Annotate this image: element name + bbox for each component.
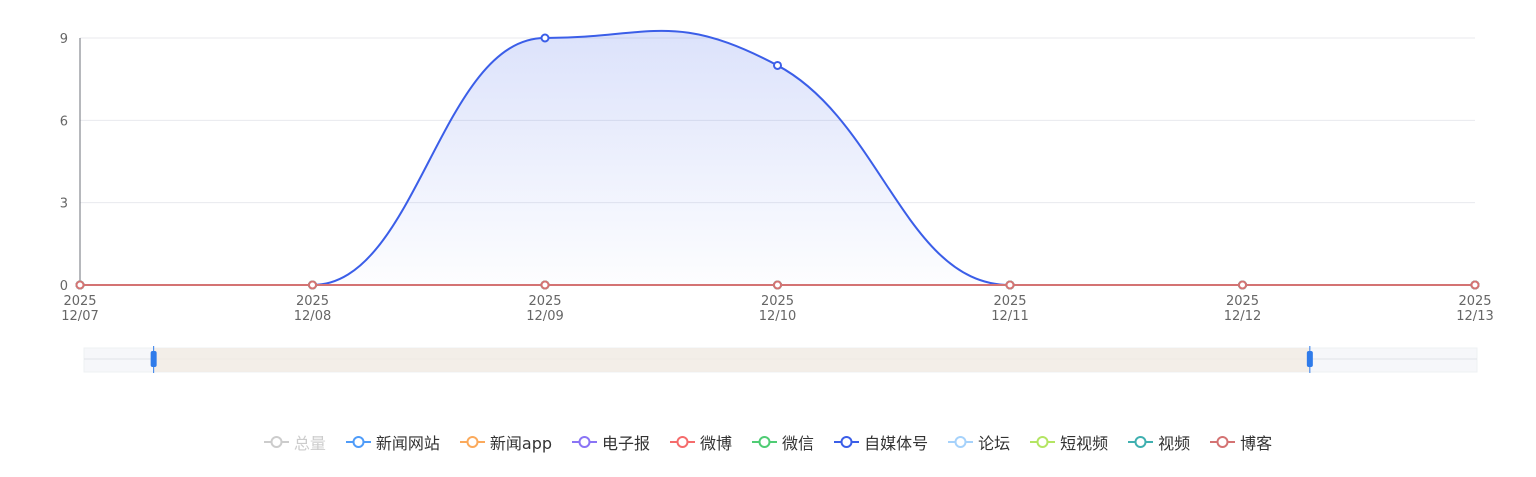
x-tick-date: 12/12: [1224, 309, 1261, 324]
legend-item[interactable]: 新闻网站: [345, 430, 440, 454]
legend-item[interactable]: 短视频: [1030, 430, 1108, 454]
data-point: [773, 280, 782, 290]
x-tick-year: 2025: [1458, 294, 1491, 309]
data-point: [1470, 280, 1480, 290]
legend-label: 博客: [1240, 434, 1273, 453]
legend: 总量 新闻网站 新闻app 电子报 微博 微信 自媒体号 论坛 短视频 视频 博客: [0, 430, 1536, 454]
legend-item[interactable]: 微博: [670, 430, 732, 454]
data-point: [75, 280, 85, 290]
x-tick-date: 12/10: [759, 309, 796, 324]
legend-item[interactable]: 视频: [1128, 430, 1190, 454]
legend-item[interactable]: 微信: [752, 430, 814, 454]
datazoom-handle[interactable]: [1306, 346, 1313, 373]
x-tick-date: 12/13: [1456, 309, 1493, 324]
legend-item[interactable]: 博客: [1210, 430, 1272, 454]
y-tick-label: 6: [60, 114, 68, 129]
data-point: [773, 60, 782, 70]
data-point: [308, 280, 317, 290]
x-tick-year: 2025: [993, 294, 1026, 309]
legend-item[interactable]: 电子报: [572, 430, 650, 454]
legend-label: 新闻app: [489, 434, 553, 453]
legend-label: 微博: [700, 434, 733, 453]
data-point: [540, 280, 550, 290]
line-chart: 0369202512/07202512/08202512/09202512/10…: [60, 29, 1494, 373]
x-tick-date: 12/09: [526, 309, 563, 324]
legend-item[interactable]: 论坛: [948, 430, 1010, 454]
legend-label: 论坛: [978, 434, 1011, 453]
legend-line-circle-icon: [572, 436, 598, 448]
legend-label: 短视频: [1060, 434, 1109, 453]
legend-line-circle-icon: [948, 436, 974, 448]
legend-line-circle-icon: [459, 436, 485, 448]
legend-label: 新闻网站: [375, 434, 440, 453]
legend-line-circle-icon: [1030, 436, 1056, 448]
x-tick-date: 12/07: [61, 309, 98, 324]
x-tick-year: 2025: [63, 294, 96, 309]
legend-line-circle-icon: [670, 436, 696, 448]
datazoom-selected-range[interactable]: [153, 348, 1310, 372]
legend-line-circle-icon: [1210, 436, 1236, 448]
data-point: [1005, 280, 1015, 290]
x-tick-year: 2025: [528, 294, 561, 309]
legend-label: 总量: [293, 434, 326, 453]
legend-item[interactable]: 自媒体号: [834, 430, 928, 454]
x-tick-year: 2025: [1226, 294, 1259, 309]
datazoom-handle[interactable]: [150, 346, 157, 373]
series-area: [80, 30, 1475, 286]
legend-line-circle-icon: [263, 436, 289, 448]
legend-line-circle-icon: [752, 436, 778, 448]
legend-item[interactable]: 总量: [263, 430, 326, 454]
legend-label: 微信: [782, 434, 815, 453]
x-tick-date: 12/08: [294, 309, 331, 324]
y-tick-label: 3: [60, 197, 68, 212]
legend-label: 自媒体号: [864, 434, 929, 453]
legend-line-circle-icon: [345, 436, 371, 448]
x-tick-year: 2025: [296, 294, 329, 309]
x-tick-year: 2025: [761, 294, 794, 309]
legend-line-circle-icon: [1128, 436, 1154, 448]
y-tick-label: 0: [60, 279, 68, 294]
legend-label: 视频: [1158, 434, 1191, 453]
x-tick-date: 12/11: [991, 309, 1028, 324]
y-tick-label: 9: [60, 32, 68, 47]
data-point: [1238, 280, 1247, 290]
legend-line-circle-icon: [834, 436, 860, 448]
legend-item[interactable]: 新闻app: [459, 430, 553, 454]
legend-label: 电子报: [602, 434, 651, 453]
data-point: [540, 33, 550, 43]
